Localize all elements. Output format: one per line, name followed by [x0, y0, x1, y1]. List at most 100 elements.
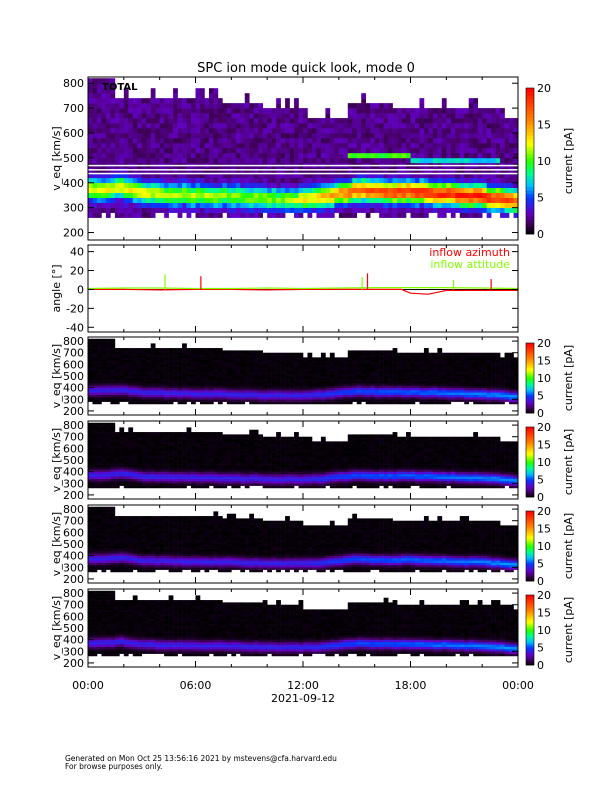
heatmap-cell	[115, 486, 120, 489]
heatmap-cell	[473, 369, 478, 372]
heatmap-cell	[218, 385, 223, 388]
y-tick-label: 400	[63, 382, 84, 395]
heatmap-cell	[442, 178, 447, 183]
heatmap-cell	[419, 188, 424, 193]
heatmap-cell	[469, 198, 474, 203]
heatmap-cell	[352, 374, 357, 377]
heatmap-cell	[115, 198, 120, 203]
heatmap-cell	[182, 348, 187, 351]
heatmap-cell	[164, 198, 169, 203]
heatmap-cell	[249, 364, 254, 367]
heatmap-cell	[272, 388, 277, 391]
heatmap-cell	[375, 395, 380, 398]
heatmap-cell	[115, 444, 120, 447]
heatmap-cell	[348, 118, 353, 123]
heatmap-cell	[366, 153, 371, 158]
heatmap-cell	[245, 158, 250, 163]
heatmap-cell	[101, 432, 106, 435]
heatmap-cell	[151, 397, 156, 400]
heatmap-cell	[182, 369, 187, 372]
heatmap-cell	[343, 193, 348, 198]
colorbar-cell	[526, 125, 534, 129]
heatmap-cell	[281, 383, 286, 386]
heatmap-cell	[357, 353, 362, 356]
heatmap-cell	[375, 353, 380, 356]
heatmap-cell	[281, 123, 286, 128]
heatmap-cell	[464, 383, 469, 386]
heatmap-cell	[106, 472, 111, 475]
heatmap-cell	[191, 153, 196, 158]
heatmap-cell	[137, 395, 142, 398]
heatmap-cell	[379, 108, 384, 113]
heatmap-cell	[312, 402, 317, 405]
heatmap-cell	[496, 178, 501, 183]
heatmap-cell	[173, 108, 178, 113]
heatmap-cell	[173, 369, 178, 372]
heatmap-cell	[339, 402, 344, 405]
heatmap-cell	[321, 383, 326, 386]
heatmap-cell	[469, 369, 474, 372]
heatmap-cell	[469, 158, 474, 163]
heatmap-cell	[433, 123, 438, 128]
heatmap-cell	[402, 213, 407, 218]
heatmap-cell	[115, 385, 120, 388]
heatmap-cell	[200, 98, 205, 103]
heatmap-cell	[267, 198, 272, 203]
heatmap-cell	[227, 402, 232, 405]
heatmap-cell	[258, 388, 263, 391]
heatmap-cell	[151, 343, 156, 346]
heatmap-cell	[299, 183, 304, 188]
heatmap-cell	[191, 208, 196, 213]
heatmap-cell	[263, 357, 268, 360]
heatmap-cell	[258, 350, 263, 353]
heatmap-cell	[240, 108, 245, 113]
heatmap-cell	[357, 374, 362, 377]
heatmap-cell	[240, 374, 245, 377]
heatmap-cell	[424, 193, 429, 198]
heatmap-cell	[437, 402, 442, 405]
heatmap-cell	[424, 376, 429, 379]
heatmap-cell	[263, 367, 268, 370]
heatmap-cell	[240, 208, 245, 213]
heatmap-cell	[245, 143, 250, 148]
heatmap-cell	[411, 378, 416, 381]
heatmap-cell	[196, 399, 201, 402]
heatmap-cell	[411, 123, 416, 128]
heatmap-cell	[124, 383, 129, 386]
heatmap-cell	[258, 188, 263, 193]
colorbar-tick-label: 0	[537, 407, 544, 420]
heatmap-cell	[482, 208, 487, 213]
heatmap-cell	[285, 388, 290, 391]
heatmap-cell	[110, 441, 115, 444]
heatmap-cell	[397, 397, 402, 400]
heatmap-cell	[272, 113, 277, 118]
heatmap-cell	[411, 138, 416, 143]
heatmap-cell	[222, 376, 227, 379]
heatmap-cell	[88, 432, 93, 435]
heatmap-cell	[164, 208, 169, 213]
heatmap-cell	[178, 364, 183, 367]
heatmap-cell	[343, 183, 348, 188]
heatmap-cell	[285, 390, 290, 393]
heatmap-cell	[491, 355, 496, 358]
heatmap-cell	[151, 479, 156, 482]
heatmap-cell	[119, 390, 124, 393]
heatmap-cell	[361, 193, 366, 198]
heatmap-cell	[115, 378, 120, 381]
heatmap-cell	[88, 183, 93, 188]
heatmap-cell	[303, 369, 308, 372]
heatmap-cell	[254, 193, 259, 198]
heatmap-cell	[227, 367, 232, 370]
heatmap-cell	[375, 371, 380, 374]
heatmap-cell	[433, 353, 438, 356]
heatmap-cell	[146, 460, 151, 463]
heatmap-cell	[124, 451, 129, 454]
heatmap-cell	[101, 460, 106, 463]
heatmap-cell	[348, 376, 353, 379]
heatmap-cell	[339, 178, 344, 183]
heatmap-cell	[370, 383, 375, 386]
heatmap-cell	[124, 178, 129, 183]
heatmap-cell	[384, 395, 389, 398]
heatmap-cell	[442, 374, 447, 377]
